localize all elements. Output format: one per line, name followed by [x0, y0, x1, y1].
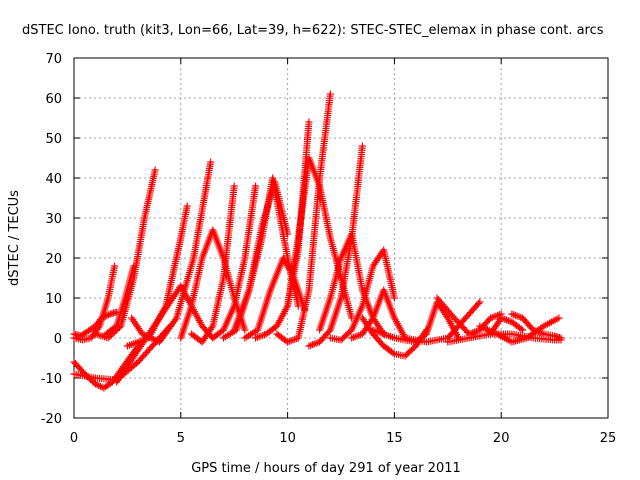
data-point: [230, 182, 238, 190]
data-point: [93, 381, 101, 389]
x-tick-label: 0: [70, 431, 78, 446]
data-point: [462, 327, 470, 335]
series-arc: [348, 286, 409, 342]
data-point: [519, 326, 527, 334]
series-arc: [305, 142, 366, 350]
y-tick-label: 60: [45, 92, 62, 107]
data-point: [104, 334, 112, 342]
data-point: [476, 298, 484, 306]
data-point: [517, 325, 525, 333]
data-point: [207, 158, 215, 166]
series-arc: [487, 330, 565, 344]
data-point: [458, 322, 466, 330]
y-axis-title: dSTEC / TECUs: [7, 190, 22, 286]
data-point: [106, 333, 114, 340]
y-tick-label: -10: [41, 372, 62, 387]
data-point: [450, 314, 458, 322]
y-tick-label: 50: [45, 132, 62, 147]
data-point: [241, 326, 249, 334]
x-tick-label: 10: [279, 431, 296, 446]
x-axis-title: GPS time / hours of day 291 of year 2011: [191, 461, 461, 476]
data-point: [326, 90, 334, 98]
data-point: [130, 262, 138, 270]
data-point: [94, 324, 102, 332]
data-point: [105, 311, 113, 319]
y-tick-label: -20: [41, 412, 62, 427]
data-point: [461, 325, 469, 333]
plot-frame: [73, 57, 609, 419]
x-tick-label: 20: [493, 431, 510, 446]
series-arc: [123, 202, 191, 350]
data-point: [453, 317, 461, 325]
data-point: [459, 324, 467, 332]
y-tick-label: 0: [54, 332, 62, 347]
grid: [74, 58, 608, 418]
series-arc: [273, 90, 334, 346]
data-points: [70, 90, 565, 392]
y-tick-label: 40: [45, 172, 62, 187]
data-point: [91, 380, 99, 388]
series-arc: [128, 158, 215, 346]
data-point: [557, 336, 565, 344]
series-arc: [326, 246, 398, 344]
data-point: [555, 314, 563, 322]
chart-title: dSTEC Iono. truth (kit3, Lon=66, Lat=39,…: [22, 23, 604, 38]
data-point: [171, 316, 179, 324]
series-arc: [102, 262, 138, 338]
data-point: [456, 320, 464, 328]
data-point: [455, 319, 463, 327]
data-point: [95, 382, 103, 390]
series-arc: [209, 182, 260, 342]
y-tick-label: 70: [45, 52, 62, 67]
series-arc: [187, 182, 238, 346]
data-point: [538, 323, 546, 331]
data-point: [475, 300, 483, 307]
y-tick-label: 30: [45, 212, 62, 227]
x-tick-label: 15: [386, 431, 403, 446]
data-point: [452, 316, 460, 324]
data-point: [183, 202, 191, 210]
data-point: [252, 182, 260, 190]
series-arc: [230, 174, 302, 334]
data-point: [358, 142, 366, 150]
y-tick-label: 20: [45, 252, 62, 267]
axis-ticks: [73, 57, 609, 419]
x-tick-label: 25: [600, 431, 617, 446]
x-tick-label: 5: [177, 431, 185, 446]
data-point: [305, 118, 313, 126]
data-point: [111, 262, 119, 270]
data-point: [390, 294, 398, 302]
data-point: [132, 359, 140, 367]
data-point: [151, 166, 159, 174]
data-point: [389, 349, 397, 357]
y-tick-label: 10: [45, 292, 62, 307]
series-arc: [444, 314, 527, 346]
x-tick-labels: 0 5 10 15 20 25: [70, 431, 616, 446]
y-tick-labels: -20 -10 0 10 20 30 40 50 60 70: [41, 52, 62, 427]
